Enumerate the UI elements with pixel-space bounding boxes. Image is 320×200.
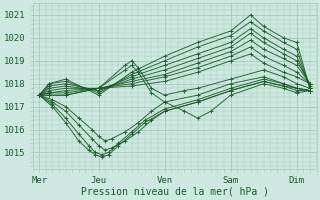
X-axis label: Pression niveau de la mer( hPa ): Pression niveau de la mer( hPa ) <box>81 187 268 197</box>
